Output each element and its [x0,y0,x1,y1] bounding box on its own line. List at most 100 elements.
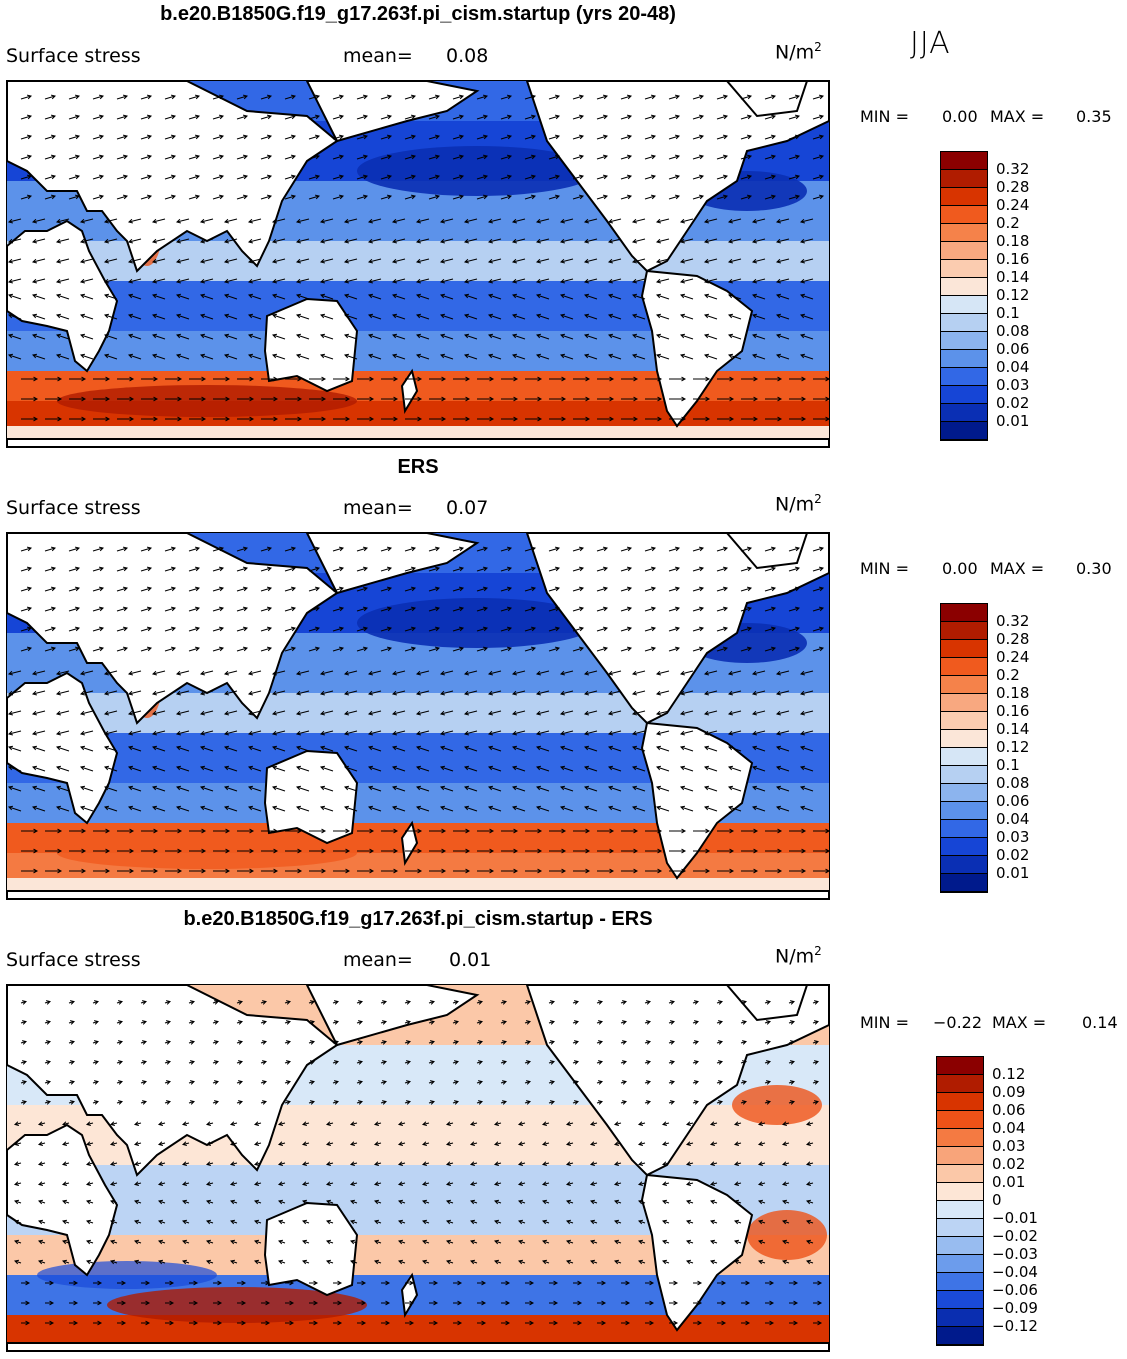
colorbar-swatch [941,640,987,658]
panel1-max-label: MAX = [990,107,1045,126]
season-label: JJA [910,26,951,61]
colorbar-tick-label: −0.01 [992,1209,1038,1227]
colorbar-tick-label: 0.1 [996,304,1020,322]
colorbar-tick-label: 0.04 [996,810,1030,828]
colorbar-swatch [941,278,987,296]
panel2-max-label: MAX = [990,559,1045,578]
panel1-coastlines [7,81,829,447]
colorbar-swatch [937,1219,983,1237]
colorbar-swatch [941,206,987,224]
panel2-map [6,532,830,900]
colorbar-swatch [937,1111,983,1129]
colorbar-tick-label: 0.1 [996,756,1020,774]
panel2-max-value: 0.30 [1076,559,1112,578]
panel1-min-label: MIN = [860,107,909,126]
colorbar-tick-label: −0.06 [992,1281,1038,1299]
colorbar-swatch [937,1183,983,1201]
colorbar-tick-label: −0.02 [992,1227,1038,1245]
panel2-stress-vectors [7,546,829,874]
colorbar-tick-label: 0.12 [996,286,1030,304]
colorbar-swatch [941,386,987,404]
panel3-min-value: −0.22 [933,1013,983,1032]
colorbar-tick-label: 0.06 [996,340,1030,358]
panel1-units: N/m2 [775,40,822,64]
colorbar-swatch [941,748,987,766]
colorbar-tick-label: −0.04 [992,1263,1038,1281]
panel3-max-value: 0.14 [1082,1013,1118,1032]
colorbar-tick-label: 0 [992,1191,1002,1209]
panel2-units: N/m2 [775,492,822,516]
panel2-variable: Surface stress [6,497,141,519]
panel3-stress-difference-vectors [13,1000,823,1326]
colorbar-swatch [937,1201,983,1219]
colorbar-swatch [937,1273,983,1291]
colorbar-swatch [941,224,987,242]
panel1-map [6,80,830,448]
colorbar-swatch [941,622,987,640]
panel3-colorbar [936,1056,984,1346]
colorbar-swatch [937,1093,983,1111]
panel1-title: b.e20.B1850G.f19_g17.263f.pi_cism.startu… [160,3,676,25]
colorbar-swatch [937,1129,983,1147]
colorbar-tick-label: 0.08 [996,774,1030,792]
colorbar-tick-label: 0.03 [992,1137,1026,1155]
colorbar-tick-label: 0.16 [996,702,1030,720]
panel1-mean-value: 0.08 [446,45,489,67]
panel3-mean-label: mean= [343,949,413,971]
colorbar-tick-label: 0.04 [996,358,1030,376]
colorbar-swatch [941,368,987,386]
panel3-max-label: MAX = [992,1013,1047,1032]
colorbar-tick-label: −0.03 [992,1245,1038,1263]
panel3-units: N/m2 [775,944,822,968]
colorbar-swatch [941,802,987,820]
colorbar-swatch [937,1075,983,1093]
panel3-title: b.e20.B1850G.f19_g17.263f.pi_cism.startu… [183,908,653,930]
colorbar-swatch [937,1237,983,1255]
colorbar-tick-label: 0.06 [996,792,1030,810]
colorbar-swatch [937,1165,983,1183]
colorbar-tick-label: 0.24 [996,648,1030,666]
panel1-min-value: 0.00 [942,107,978,126]
colorbar-swatch [941,766,987,784]
colorbar-swatch [937,1147,983,1165]
colorbar-swatch [941,694,987,712]
colorbar-tick-label: 0.08 [996,322,1030,340]
panel2-colorbar [940,603,988,893]
colorbar-swatch [941,404,987,422]
colorbar-swatch [941,152,987,170]
colorbar-swatch [941,874,987,892]
panel3-mean-value: 0.01 [449,949,492,971]
panel1-max-value: 0.35 [1076,107,1112,126]
colorbar-swatch [937,1255,983,1273]
panel3-map [6,984,830,1352]
colorbar-tick-label: 0.02 [996,394,1030,412]
panel2-title: ERS [397,456,439,478]
colorbar-tick-label: 0.24 [996,196,1030,214]
colorbar-tick-label: 0.06 [992,1101,1026,1119]
colorbar-swatch [941,820,987,838]
colorbar-tick-label: 0.14 [996,268,1030,286]
colorbar-swatch [941,838,987,856]
colorbar-swatch [941,676,987,694]
colorbar-tick-label: 0.28 [996,630,1030,648]
colorbar-swatch [941,856,987,874]
colorbar-swatch [941,658,987,676]
colorbar-tick-label: 0.18 [996,232,1030,250]
panel1-variable: Surface stress [6,45,141,67]
panel3-variable: Surface stress [6,949,141,971]
colorbar-tick-label: 0.32 [996,612,1030,630]
colorbar-swatch [941,170,987,188]
colorbar-tick-label: 0.02 [996,846,1030,864]
colorbar-swatch [941,242,987,260]
panel2-mean-value: 0.07 [446,497,489,519]
colorbar-tick-label: 0.32 [996,160,1030,178]
colorbar-tick-label: 0.09 [992,1083,1026,1101]
colorbar-tick-label: 0.28 [996,178,1030,196]
colorbar-tick-label: 0.2 [996,214,1020,232]
colorbar-tick-label: 0.01 [992,1173,1026,1191]
panel2-mean-label: mean= [343,497,413,519]
colorbar-swatch [941,188,987,206]
colorbar-tick-label: 0.04 [992,1119,1026,1137]
colorbar-swatch [941,712,987,730]
colorbar-swatch [937,1291,983,1309]
